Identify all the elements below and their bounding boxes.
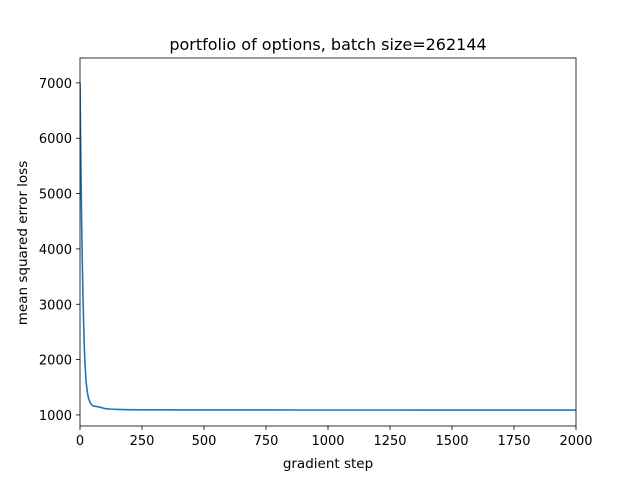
y-tick-label: 2000	[39, 354, 72, 369]
series-line-loss	[80, 82, 576, 411]
y-tick-label: 3000	[39, 298, 72, 313]
axes: 0 250 500 750 1000 1250 1500 1750 2000 1000 2000 30…	[39, 57, 593, 449]
x-axis-label: gradient step	[283, 456, 373, 472]
y-tick-label: 1000	[39, 409, 72, 424]
plot-area	[80, 82, 576, 411]
x-tick-label: 1000	[311, 434, 344, 449]
x-tick-label: 1750	[497, 434, 530, 449]
x-tick-label: 500	[192, 434, 217, 449]
x-tick-label: 0	[76, 434, 84, 449]
x-tick-label: 2000	[559, 434, 592, 449]
chart-title: portfolio of options, batch size=262144	[169, 35, 486, 54]
x-tick-label: 250	[130, 434, 155, 449]
y-axis-label: mean squared error loss	[15, 161, 31, 325]
y-tick-label: 4000	[39, 243, 72, 258]
y-tick-label: 5000	[39, 188, 72, 203]
x-tick-label: 1500	[435, 434, 468, 449]
y-tick-label: 7000	[39, 77, 72, 92]
y-tick-label: 6000	[39, 132, 72, 147]
x-tick-label: 750	[254, 434, 279, 449]
x-tick-label: 1250	[373, 434, 406, 449]
